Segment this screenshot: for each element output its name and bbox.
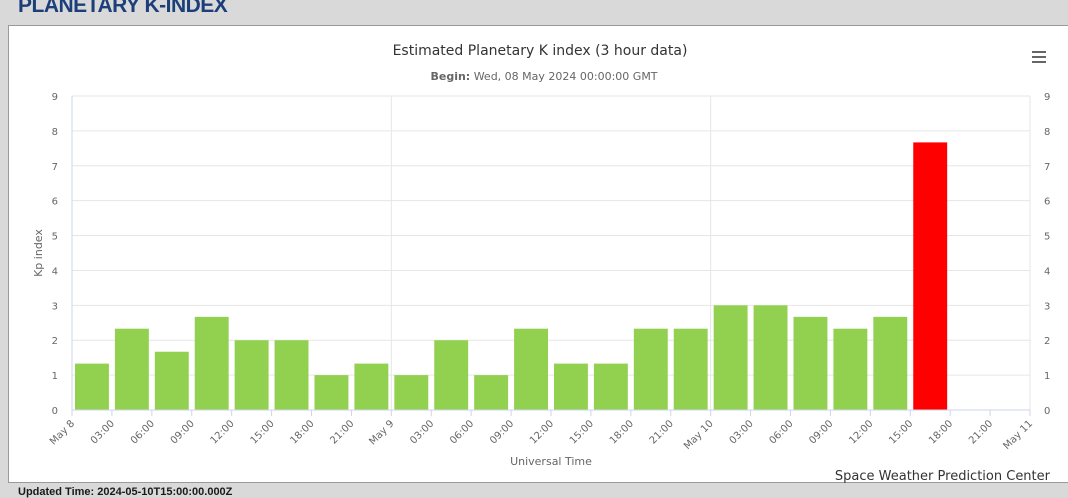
x-tick-label: 09:00 <box>488 418 516 446</box>
y-tick-label-right: 1 <box>1044 371 1050 382</box>
y-tick-label-left: 4 <box>52 266 58 277</box>
chart-bars <box>75 142 948 410</box>
x-tick-label: 03:00 <box>89 418 117 446</box>
kp-bar <box>474 375 509 410</box>
kp-bar <box>793 316 828 410</box>
y-tick-label-left: 3 <box>52 301 58 312</box>
y-tick-label-left: 7 <box>52 162 58 173</box>
y-tick-label-left: 0 <box>52 406 58 417</box>
chart-credits: Space Weather Prediction Center <box>835 469 1051 484</box>
x-tick-label: 15:00 <box>887 418 915 446</box>
x-tick-label: 09:00 <box>169 418 197 446</box>
menu-line <box>1032 61 1046 63</box>
kp-bar <box>194 316 229 410</box>
menu-line <box>1032 51 1046 53</box>
y-tick-label-right: 3 <box>1044 301 1050 312</box>
y-tick-label-left: 6 <box>52 197 58 208</box>
kp-bar <box>713 305 748 410</box>
x-tick-label: 06:00 <box>129 418 157 446</box>
kp-bar <box>274 340 309 410</box>
y-axis-label: Kp index <box>32 229 45 277</box>
kp-bar <box>913 142 948 410</box>
x-tick-label: 18:00 <box>608 418 636 446</box>
hamburger-menu-icon[interactable] <box>1026 45 1050 67</box>
subtitle-begin-label: Begin: <box>430 70 470 83</box>
kp-bar <box>394 375 429 410</box>
y-tick-label-right: 5 <box>1044 232 1050 243</box>
y-tick-label-left: 2 <box>52 336 58 347</box>
kp-bar <box>873 316 908 410</box>
x-tick-label: 18:00 <box>288 418 316 446</box>
x-tick-label: May 8 <box>48 418 77 447</box>
x-tick-label: 12:00 <box>847 418 875 446</box>
y-tick-label-right: 7 <box>1044 162 1050 173</box>
kp-bar <box>753 305 788 410</box>
y-tick-label-right: 2 <box>1044 336 1050 347</box>
x-tick-label: 03:00 <box>728 418 756 446</box>
y-tick-label-right: 0 <box>1044 406 1050 417</box>
kp-bar <box>673 328 708 410</box>
x-tick-label: May 10 <box>682 418 716 452</box>
y-tick-label-left: 1 <box>52 371 58 382</box>
kp-bar <box>354 363 389 410</box>
chart-grid <box>72 95 1031 411</box>
y-tick-label-right: 8 <box>1044 127 1050 138</box>
x-tick-label: 21:00 <box>648 418 676 446</box>
x-tick-label: 09:00 <box>807 418 835 446</box>
kp-bar <box>514 328 548 410</box>
x-tick-label: May 9 <box>367 418 396 447</box>
y-tick-label-right: 6 <box>1044 197 1050 208</box>
kp-bar <box>114 328 149 410</box>
y-tick-label-left: 8 <box>52 127 58 138</box>
x-tick-label: 21:00 <box>967 418 995 446</box>
kp-bar <box>154 351 189 410</box>
x-tick-label: 21:00 <box>328 418 356 446</box>
updated-time: Updated Time: 2024-05-10T15:00:00.000Z <box>18 486 233 498</box>
y-tick-label-left: 5 <box>52 232 58 243</box>
chart-subtitle: Begin: Wed, 08 May 2024 00:00:00 GMT <box>430 70 657 83</box>
kp-bar <box>434 340 469 410</box>
kp-bar <box>75 363 109 410</box>
page-heading: PLANETARY K-INDEX <box>18 0 228 17</box>
x-tick-label: 06:00 <box>448 418 476 446</box>
chart-title: Estimated Planetary K index (3 hour data… <box>393 43 688 59</box>
kp-bar <box>833 328 868 410</box>
x-tick-label: 15:00 <box>568 418 596 446</box>
x-tick-label: 06:00 <box>767 418 795 446</box>
x-axis-label: Universal Time <box>510 455 592 468</box>
kp-bar <box>234 340 269 410</box>
x-tick-label: 12:00 <box>209 418 237 446</box>
subtitle-begin-value: Wed, 08 May 2024 00:00:00 GMT <box>470 70 658 83</box>
x-tick-label: 12:00 <box>528 418 556 446</box>
menu-line <box>1032 56 1046 58</box>
x-tick-label: 15:00 <box>249 418 277 446</box>
y-tick-label-right: 4 <box>1044 266 1050 277</box>
kp-bar <box>633 328 668 410</box>
kp-bar <box>314 375 349 410</box>
x-tick-label: May 11 <box>1001 418 1035 452</box>
y-tick-label-left: 9 <box>52 92 58 103</box>
kp-bar <box>593 363 628 410</box>
y-tick-label-right: 9 <box>1044 92 1050 103</box>
x-tick-label: 18:00 <box>927 418 955 446</box>
x-tick-label: 03:00 <box>408 418 436 446</box>
kp-bar <box>554 363 588 410</box>
